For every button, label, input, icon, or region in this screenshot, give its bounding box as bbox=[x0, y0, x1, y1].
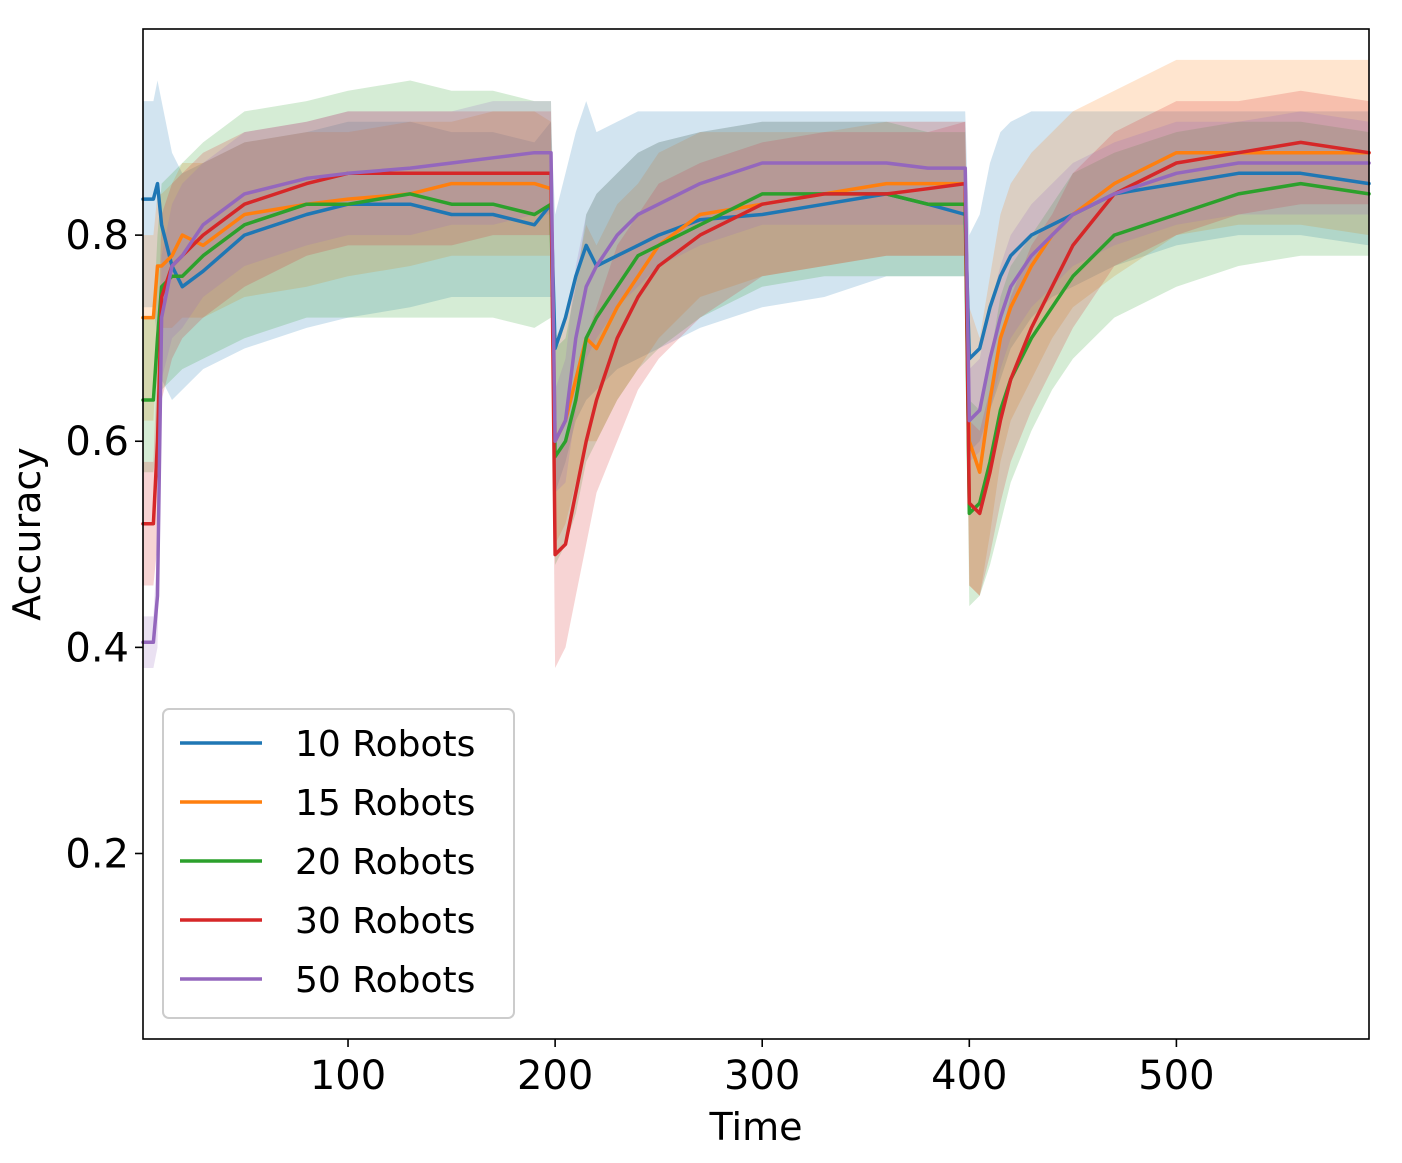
band-30-robots bbox=[143, 90, 1369, 669]
x-tick-label: 100 bbox=[310, 1053, 386, 1099]
y-axis-title: Accuracy bbox=[5, 447, 49, 621]
line-50-robots bbox=[141, 150, 1371, 644]
band-20-robots bbox=[143, 80, 1369, 607]
legend-label-10-robots: 10 Robots bbox=[295, 724, 475, 765]
y-tick-label: 0.2 bbox=[65, 831, 129, 877]
y-tick-label: 0.6 bbox=[65, 419, 129, 465]
y-axis-ticks: 0.2 0.4 0.6 0.8 bbox=[65, 213, 143, 877]
legend-label-50-robots: 50 Robots bbox=[295, 960, 475, 1001]
y-tick-label: 0.4 bbox=[65, 625, 129, 671]
series-lines bbox=[141, 140, 1371, 644]
x-tick-label: 400 bbox=[931, 1053, 1007, 1099]
line-20-robots bbox=[141, 181, 1371, 516]
line-15-robots bbox=[141, 150, 1371, 474]
plot-frame bbox=[142, 28, 1370, 1040]
x-axis-ticks: 100 200 300 400 500 bbox=[310, 1039, 1215, 1099]
band-50-robots bbox=[143, 101, 1369, 669]
legend-label-30-robots: 30 Robots bbox=[295, 901, 475, 942]
legend: 10 Robots 15 Robots 20 Robots 30 Robots 50 R… bbox=[162, 708, 515, 1019]
x-tick-label: 200 bbox=[517, 1053, 593, 1099]
y-tick-label: 0.8 bbox=[65, 213, 129, 259]
band-15-robots bbox=[143, 59, 1369, 596]
confidence-bands bbox=[143, 59, 1369, 669]
legend-box bbox=[162, 708, 515, 1019]
line-30-robots bbox=[141, 140, 1371, 557]
x-tick-label: 500 bbox=[1138, 1053, 1214, 1099]
legend-label-20-robots: 20 Robots bbox=[295, 842, 475, 883]
line-10-robots bbox=[141, 171, 1371, 361]
legend-label-15-robots: 15 Robots bbox=[295, 783, 475, 824]
x-tick-label: 300 bbox=[724, 1053, 800, 1099]
x-axis-title: Time bbox=[709, 1105, 803, 1149]
